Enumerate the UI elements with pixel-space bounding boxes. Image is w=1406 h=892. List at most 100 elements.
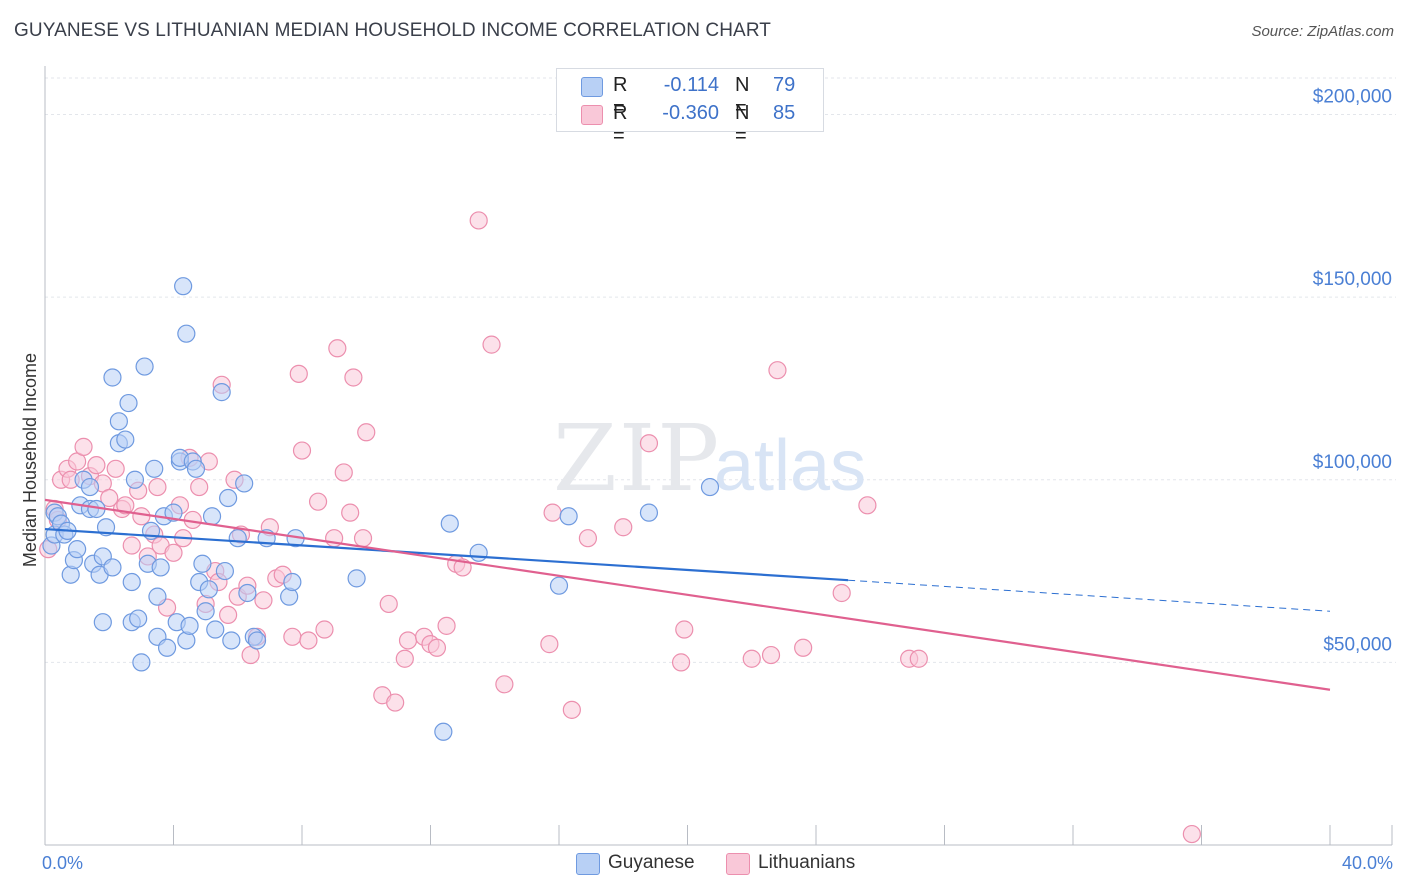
stats-legend: R = -0.114 N = 79 R = -0.360 N = 85 bbox=[556, 68, 824, 147]
lithuanians-point bbox=[106, 459, 125, 478]
lithuanians-point bbox=[398, 631, 418, 650]
guyanese-point bbox=[103, 368, 122, 387]
guyanese-point bbox=[93, 613, 112, 632]
r-label: R = bbox=[613, 102, 628, 147]
x-tick-label: 0.0% bbox=[42, 853, 83, 873]
lithuanians-point bbox=[357, 423, 376, 442]
lithuanians-point bbox=[341, 503, 360, 522]
guyanese-point bbox=[174, 277, 193, 296]
y-tick-label: $100,000 bbox=[1313, 452, 1392, 473]
lithuanians-point bbox=[562, 700, 581, 719]
y-tick-label: $50,000 bbox=[1323, 634, 1392, 655]
guyanese-point bbox=[148, 587, 167, 606]
guyanese-point bbox=[119, 393, 138, 413]
legend-label: Guyanese bbox=[608, 852, 695, 873]
lithuanians-trend-line bbox=[44, 498, 1331, 691]
lithuanians-points bbox=[39, 211, 1201, 844]
lithuanians-point bbox=[909, 649, 928, 668]
trend-lines bbox=[44, 498, 1331, 691]
lithuanians-point bbox=[495, 675, 514, 694]
r-label: R = bbox=[613, 74, 628, 119]
lithuanians-point bbox=[858, 496, 877, 515]
gridlines bbox=[45, 77, 1396, 663]
lithuanians-swatch bbox=[726, 853, 750, 875]
lithuanians-point bbox=[614, 518, 633, 537]
guyanese-point bbox=[122, 572, 141, 592]
guyanese-point bbox=[180, 616, 199, 635]
guyanese-point bbox=[228, 529, 247, 548]
guyanese-point bbox=[96, 518, 116, 537]
lithuanians-point bbox=[289, 364, 308, 383]
guyanese-point bbox=[347, 569, 366, 588]
n-value: 85 bbox=[773, 102, 796, 124]
guyanese-point bbox=[559, 507, 578, 526]
guyanese-swatch bbox=[581, 77, 603, 97]
guyanese-point bbox=[157, 638, 177, 657]
lithuanians-point bbox=[315, 620, 334, 639]
guyanese-point bbox=[206, 620, 225, 639]
y-tick-label: $150,000 bbox=[1313, 269, 1392, 290]
lithuanians-point bbox=[122, 536, 141, 555]
lithuanians-point bbox=[1182, 824, 1201, 844]
x-tick-label: 40.0% bbox=[1342, 853, 1393, 873]
axis-labels: $50,000 $100,000 $150,000 $200,000 0.0% 40.0%… bbox=[20, 87, 1393, 873]
n-label: N = bbox=[735, 102, 750, 147]
n-value: 79 bbox=[773, 74, 796, 96]
lithuanians-point bbox=[254, 591, 273, 610]
source-label: Source: ZipAtlas.com bbox=[1251, 23, 1394, 40]
guyanese-point bbox=[469, 543, 488, 562]
guyanese-point bbox=[151, 558, 170, 577]
guyanese-point bbox=[129, 609, 148, 628]
lithuanians-point bbox=[283, 627, 302, 646]
lithuanians-point bbox=[832, 583, 851, 603]
lithuanians-point bbox=[292, 441, 312, 460]
lithuanians-point bbox=[353, 529, 373, 548]
lithuanians-point bbox=[219, 605, 238, 625]
lithuanians-point bbox=[379, 594, 398, 614]
lithuanians-point bbox=[328, 339, 347, 358]
lithuanians-point bbox=[74, 437, 93, 456]
lithuanians-point bbox=[164, 543, 183, 562]
guyanese-point bbox=[109, 412, 128, 431]
guyanese-point bbox=[434, 722, 453, 741]
lithuanians-point bbox=[334, 463, 353, 482]
watermark: ZIP atlas bbox=[553, 405, 866, 512]
lithuanians-point bbox=[671, 653, 691, 672]
guyanese-point bbox=[215, 561, 234, 581]
lithuanians-point bbox=[794, 638, 813, 657]
guyanese-point bbox=[196, 602, 215, 621]
chart-title: GUYANESE VS LITHUANIAN MEDIAN HOUSEHOLD … bbox=[14, 20, 772, 41]
lithuanians-point bbox=[116, 496, 135, 515]
guyanese-point bbox=[202, 507, 222, 526]
guyanese-point bbox=[68, 540, 87, 559]
guyanese-point bbox=[440, 514, 459, 533]
guyanese-point bbox=[549, 576, 569, 595]
lithuanians-swatch bbox=[581, 105, 603, 125]
lithuanians-point bbox=[386, 693, 405, 712]
lithuanians-point bbox=[100, 488, 119, 508]
legend-label: Lithuanians bbox=[758, 852, 856, 873]
n-label: N = bbox=[735, 74, 750, 119]
guyanese-point bbox=[80, 477, 100, 497]
guyanese-point bbox=[212, 383, 231, 402]
lithuanians-point bbox=[132, 507, 151, 526]
lithuanians-point bbox=[308, 492, 328, 511]
y-tick-label: $200,000 bbox=[1313, 87, 1392, 108]
guyanese-point bbox=[700, 477, 720, 497]
guyanese-point bbox=[135, 357, 154, 376]
guyanese-point bbox=[238, 583, 257, 603]
axes bbox=[44, 66, 1393, 846]
lithuanians-point bbox=[395, 649, 414, 668]
y-axis-label: Median Household Income bbox=[20, 353, 40, 567]
guyanese-point bbox=[177, 324, 196, 343]
lithuanians-point bbox=[437, 616, 456, 635]
guyanese-point bbox=[247, 631, 267, 650]
guyanese-point bbox=[283, 572, 302, 592]
watermark-atlas: atlas bbox=[714, 426, 866, 506]
guyanese-point bbox=[193, 554, 212, 573]
guyanese-point bbox=[199, 580, 218, 599]
lithuanians-point bbox=[675, 620, 694, 639]
guyanese-trend-line bbox=[44, 527, 849, 582]
lithuanians-point bbox=[87, 456, 106, 475]
guyanese-point bbox=[103, 558, 122, 577]
